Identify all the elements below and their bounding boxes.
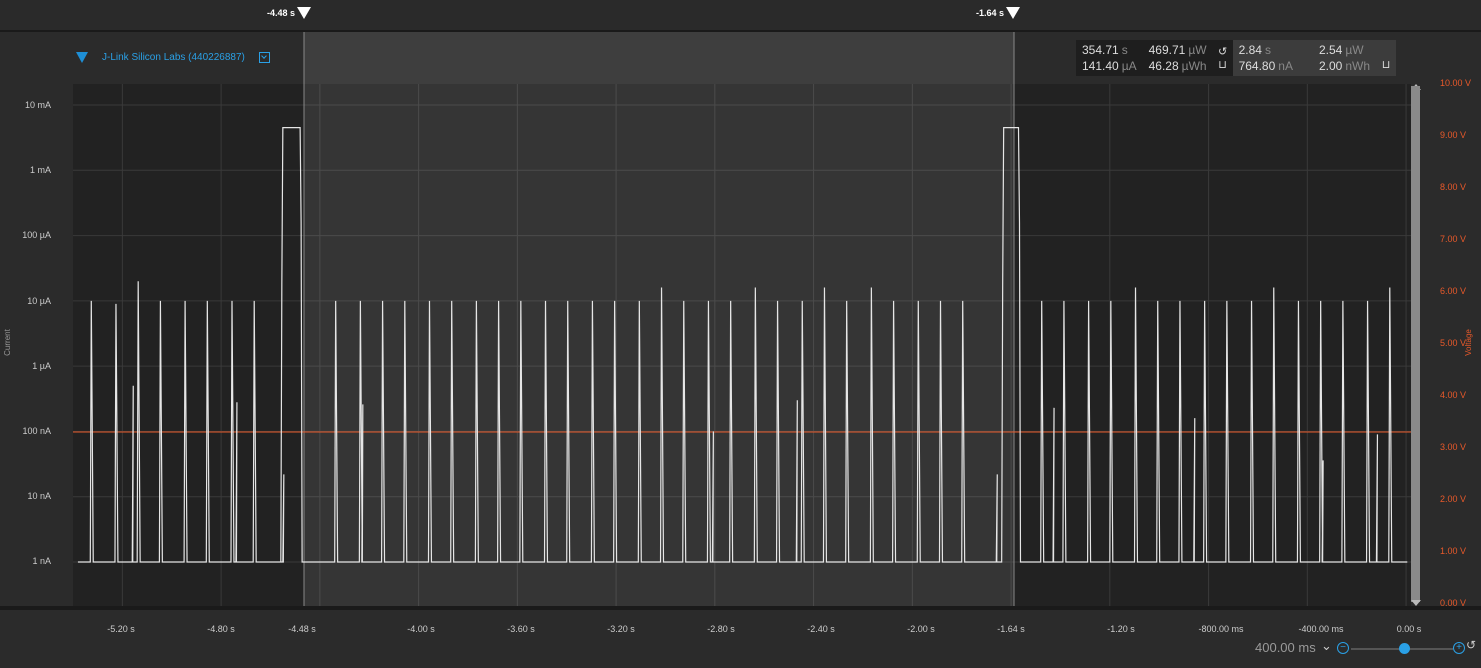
time-tick-label: -2.00 s xyxy=(907,624,935,634)
dropdown-icon[interactable] xyxy=(258,52,270,63)
scroll-down-arrow-icon[interactable] xyxy=(1411,600,1421,606)
time-tick-label: 0.00 s xyxy=(1396,624,1422,634)
window-time-current-column: 354.71 s 141.40 µA xyxy=(1076,40,1143,76)
export-icon[interactable]: ⊔ xyxy=(1218,59,1227,71)
left-cursor-label: -4.48 s xyxy=(267,8,296,18)
voltage-tick-label: 0.00 V xyxy=(1440,598,1467,608)
plot-background xyxy=(73,84,1411,606)
left-cursor-handle[interactable] xyxy=(297,7,311,19)
zoom-slider-thumb[interactable] xyxy=(1399,643,1410,654)
plot-area[interactable]: Current Voltage 10 mA 1 mA 100 µA 10 µA … xyxy=(0,32,1481,608)
time-tick-label: -1.20 s xyxy=(1107,624,1135,634)
time-tick-label: -1.64 s xyxy=(997,624,1025,634)
cursor-bar: -4.48 s -1.64 s xyxy=(0,0,1481,32)
time-tick-label: -400.00 ms xyxy=(1298,624,1344,634)
selection-region[interactable] xyxy=(304,32,1014,606)
grid xyxy=(73,84,1411,606)
zoom-in-icon[interactable]: + xyxy=(1453,642,1465,654)
window-power-unit: µW xyxy=(1188,43,1207,57)
selection-energy-value: 2.00 xyxy=(1318,59,1343,73)
window-time-value: 354.71 xyxy=(1082,43,1119,57)
window-current-unit: µA xyxy=(1121,59,1137,73)
selection-time-unit: s xyxy=(1264,43,1271,57)
time-tick-label: -3.20 s xyxy=(607,624,635,634)
time-tick-label: -4.00 s xyxy=(407,624,435,634)
selection-power-value: 2.54 xyxy=(1318,43,1343,57)
vertical-scrollbar[interactable] xyxy=(1411,86,1420,602)
voltage-tick-label: 6.00 V xyxy=(1440,286,1467,296)
voltage-tick-label: 7.00 V xyxy=(1440,234,1467,244)
time-tick-label: -5.20 s xyxy=(107,624,135,634)
device-name[interactable]: J-Link Silicon Labs (440226887) xyxy=(102,52,245,63)
current-trace xyxy=(77,127,1408,563)
voltage-tick-label: 4.00 V xyxy=(1440,390,1467,400)
current-tick-label: 100 nA xyxy=(22,426,51,436)
selection-power-energy-column: 2.54 µW 2.00 nWh xyxy=(1298,40,1377,76)
selection-time-current-column: 2.84 s 764.80 nA xyxy=(1232,40,1299,76)
window-energy-value: 46.28 xyxy=(1148,59,1179,73)
current-tick-label: 100 µA xyxy=(22,230,51,240)
current-axis-title: Current xyxy=(2,329,12,356)
window-actions: ↺ ⊔ xyxy=(1212,40,1233,76)
spacer xyxy=(1384,46,1387,58)
right-cursor-label: -1.64 s xyxy=(976,8,1005,18)
current-tick-label: 1 mA xyxy=(29,165,51,175)
window-power-value: 469.71 xyxy=(1148,43,1186,57)
chevron-down-icon[interactable]: ⌄ xyxy=(1321,638,1332,653)
voltage-tick-label: 3.00 V xyxy=(1440,442,1467,452)
voltage-tick-label: 1.00 V xyxy=(1440,546,1467,556)
time-tick-label: -3.60 s xyxy=(507,624,535,634)
collapse-triangle-icon[interactable] xyxy=(76,52,88,63)
time-tick-label: -2.40 s xyxy=(807,624,835,634)
time-tick-label: -4.80 s xyxy=(207,624,235,634)
right-cursor-handle[interactable] xyxy=(1006,7,1020,19)
reset-icon[interactable]: ↺ xyxy=(1217,46,1228,58)
zoom-out-icon[interactable]: − xyxy=(1337,642,1349,654)
export-icon[interactable]: ⊔ xyxy=(1381,58,1391,71)
window-power-energy-column: 469.71 µW 46.28 µWh xyxy=(1142,40,1213,76)
current-tick-label: 1 nA xyxy=(32,556,51,566)
window-time-unit: s xyxy=(1121,43,1128,57)
reset-zoom-icon[interactable]: ↺ xyxy=(1466,638,1477,652)
device-selector[interactable]: J-Link Silicon Labs (440226887) xyxy=(76,52,270,63)
current-tick-label: 1 µA xyxy=(32,361,51,371)
voltage-tick-label: 9.00 V xyxy=(1440,130,1467,140)
zoom-level-label[interactable]: 400.00 ms xyxy=(1255,640,1316,655)
current-tick-label: 10 nA xyxy=(27,491,51,501)
window-energy-unit: µWh xyxy=(1181,59,1207,73)
time-axis-bar: -5.20 s -4.80 s -4.48 s -4.00 s -3.60 s … xyxy=(0,606,1481,668)
voltage-tick-label: 10.00 V xyxy=(1440,78,1472,88)
current-tick-label: 10 µA xyxy=(27,296,51,306)
selection-time-value: 2.84 xyxy=(1238,43,1262,57)
voltage-tick-label: 5.00 V xyxy=(1440,338,1467,348)
chart-svg[interactable] xyxy=(0,32,1481,606)
voltage-tick-label: 8.00 V xyxy=(1440,182,1467,192)
time-tick-label: -800.00 ms xyxy=(1198,624,1244,634)
selection-current-unit: nA xyxy=(1278,59,1293,73)
time-tick-label: -4.48 s xyxy=(288,624,316,634)
selection-current-value: 764.80 xyxy=(1238,59,1276,73)
voltage-tick-label: 2.00 V xyxy=(1440,494,1467,504)
measurement-panel: 354.71 s 141.40 µA 469.71 µW 46.28 µWh ↺ ⊔ 2… xyxy=(1076,40,1397,76)
window-current-value: 141.40 xyxy=(1082,59,1119,73)
selection-power-unit: µW xyxy=(1345,43,1364,57)
time-tick-label: -2.80 s xyxy=(707,624,735,634)
selection-actions: ⊔ xyxy=(1376,40,1397,76)
selection-energy-unit: nWh xyxy=(1345,59,1371,73)
current-tick-label: 10 mA xyxy=(24,100,51,110)
